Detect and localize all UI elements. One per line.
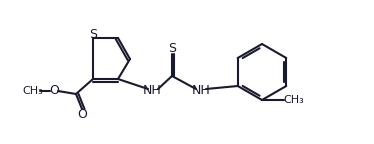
Text: NH: NH [142,85,161,97]
Text: O: O [77,108,87,121]
Text: NH: NH [191,85,210,97]
Text: CH₃: CH₃ [22,86,43,96]
Text: S: S [89,28,97,40]
Text: S: S [168,41,176,54]
Text: CH₃: CH₃ [283,95,304,105]
Text: O: O [49,85,59,97]
